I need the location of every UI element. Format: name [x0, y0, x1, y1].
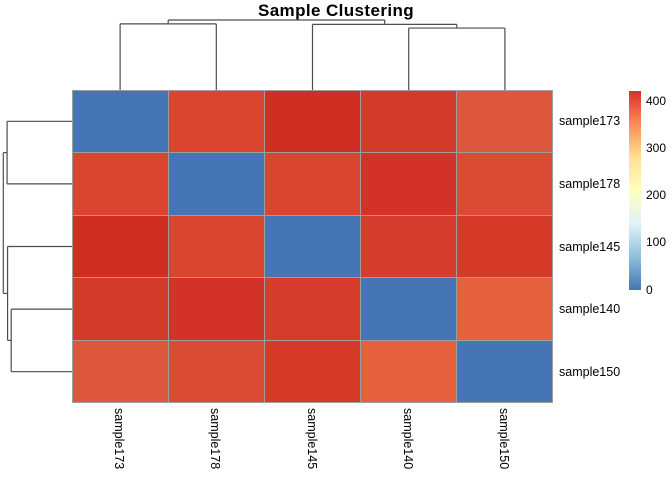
- heatmap-cell: [265, 215, 360, 278]
- heatmap-cell: [361, 278, 456, 340]
- row-label: sample173: [559, 114, 621, 129]
- heatmap-cell: [73, 278, 168, 340]
- heatmap-cell: [169, 278, 264, 340]
- heatmap-cell: [73, 340, 168, 402]
- heatmap-cell: [73, 153, 168, 215]
- legend-tick-label: 300: [646, 141, 667, 156]
- column-label: sample150: [496, 408, 511, 470]
- heatmap-cell: [265, 153, 360, 215]
- heatmap-cell: [457, 153, 552, 215]
- row-dendrogram: [2, 120, 72, 373]
- heatmap-grid: [72, 90, 553, 403]
- column-label: sample140: [400, 408, 415, 470]
- heatmap-cell: [361, 91, 456, 153]
- heatmap-cell: [361, 153, 456, 215]
- heatmap-cell: [457, 278, 552, 340]
- legend-colorbar: [629, 91, 641, 290]
- heatmap-cell: [169, 340, 264, 402]
- heatmap-cell: [169, 91, 264, 153]
- legend-tick-label: 400: [646, 94, 667, 109]
- heatmap-cell: [265, 91, 360, 153]
- heatmap-cell: [169, 153, 264, 215]
- heatmap-cell: [265, 278, 360, 340]
- legend-tick-label: 200: [646, 188, 667, 203]
- chart-title: Sample Clustering: [257, 1, 415, 20]
- heatmap-cell: [73, 215, 168, 278]
- heatmap-cell: [73, 91, 168, 153]
- legend-tick-label: 0: [646, 282, 653, 297]
- heatmap-cell: [169, 215, 264, 278]
- column-dendrogram: [119, 19, 506, 90]
- heatmap-cell: [361, 215, 456, 278]
- column-label: sample145: [304, 408, 319, 470]
- row-label: sample178: [559, 176, 621, 191]
- heatmap-cell: [457, 91, 552, 153]
- heatmap-cell: [457, 215, 552, 278]
- legend-tick-label: 100: [646, 235, 667, 250]
- heatmap-cell: [457, 340, 552, 402]
- row-label: sample140: [559, 302, 621, 317]
- row-label: sample150: [559, 364, 621, 379]
- heatmap-cell: [265, 340, 360, 402]
- column-label: sample173: [112, 408, 127, 470]
- column-label: sample178: [208, 408, 223, 470]
- heatmap-cell: [361, 340, 456, 402]
- row-label: sample145: [559, 239, 621, 254]
